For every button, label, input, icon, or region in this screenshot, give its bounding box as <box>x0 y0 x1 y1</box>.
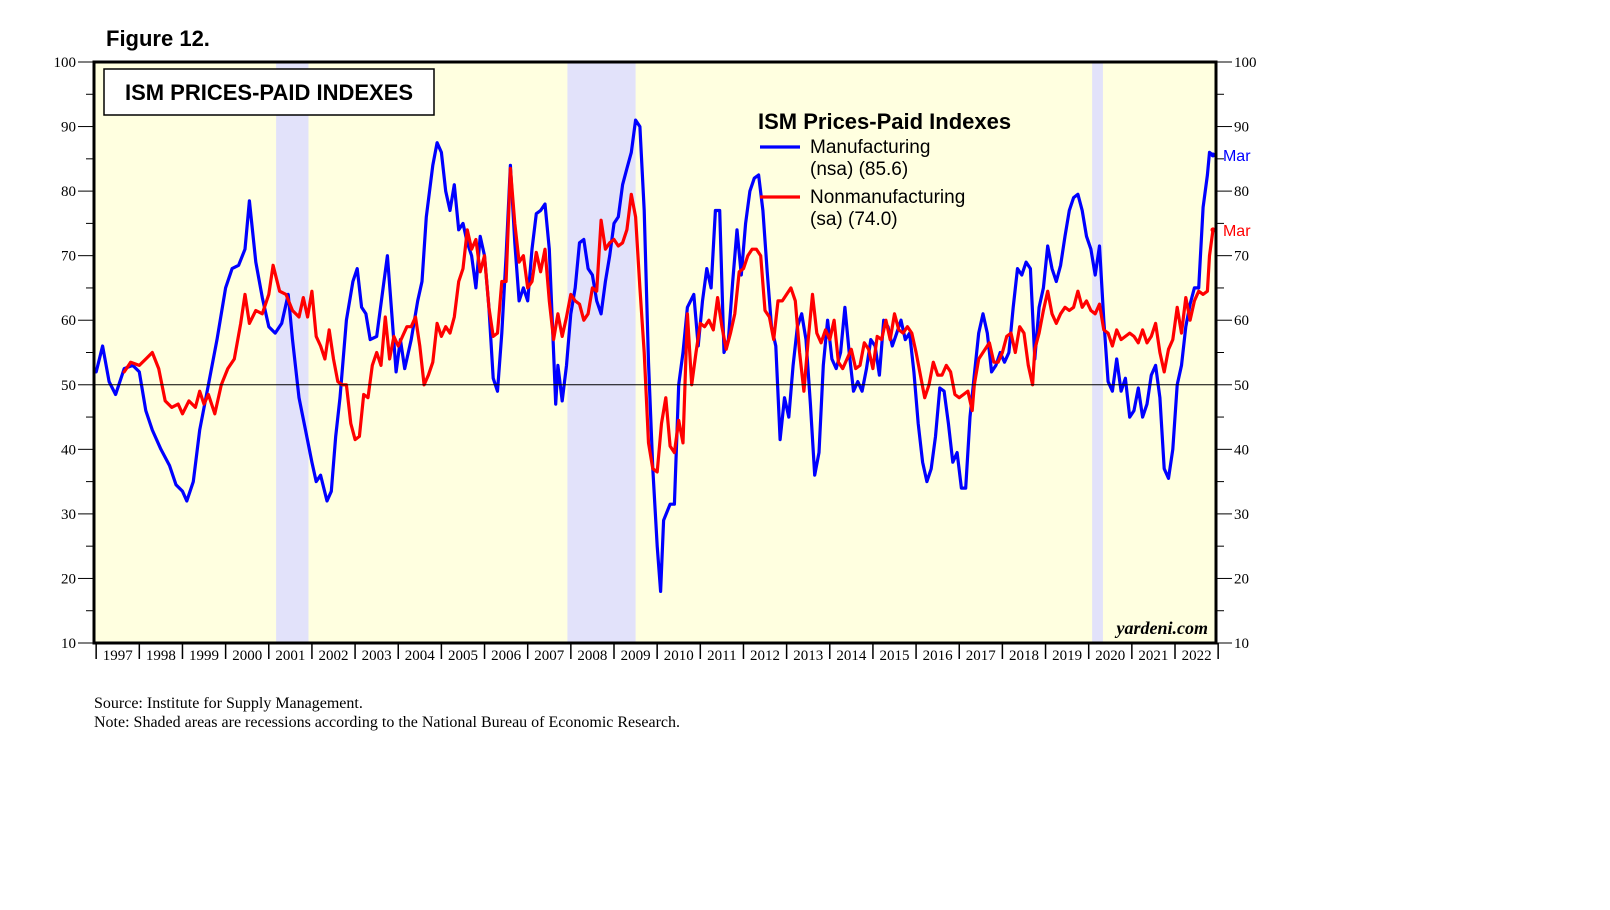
recession-band-3 <box>1092 62 1103 643</box>
x-tick-label: 2007 <box>534 648 565 664</box>
y-tick-label-right: 50 <box>1234 378 1249 394</box>
x-tick-label: 2001 <box>275 648 305 664</box>
x-tick-label: 2018 <box>1009 648 1039 664</box>
recession-band-1 <box>276 62 309 643</box>
y-tick-label-right: 70 <box>1234 249 1249 265</box>
series-end-label-nonmanufacturing: Mar <box>1223 223 1251 240</box>
x-tick-label: 2010 <box>664 648 694 664</box>
x-tick-label: 2012 <box>750 648 780 664</box>
x-tick-label: 2021 <box>1138 648 1168 664</box>
y-tick-label-left: 100 <box>54 55 77 71</box>
x-tick-label: 1998 <box>146 648 176 664</box>
x-tick-label: 2006 <box>491 648 522 664</box>
y-tick-label-left: 80 <box>61 184 76 200</box>
plot-background-layer <box>94 62 1216 643</box>
recession-band-2 <box>567 62 636 643</box>
y-tick-label-right: 20 <box>1234 571 1249 587</box>
x-tick-label: 2003 <box>362 648 392 664</box>
legend-title: ISM Prices-Paid Indexes <box>758 109 1011 134</box>
y-tick-label-right: 80 <box>1234 184 1249 200</box>
y-tick-label-left: 40 <box>61 442 76 458</box>
series-end-label-manufacturing: Mar <box>1223 148 1251 165</box>
x-tick-label: 2019 <box>1052 648 1082 664</box>
y-tick-label-right: 100 <box>1234 55 1257 71</box>
axis-layer <box>78 60 1232 659</box>
figure-label: Figure 12. <box>106 26 210 51</box>
x-tick-label: 2008 <box>577 648 607 664</box>
y-tick-label-right: 30 <box>1234 507 1249 523</box>
y-tick-label-left: 20 <box>61 571 76 587</box>
x-tick-label: 2011 <box>707 648 736 664</box>
y-tick-label-right: 40 <box>1234 442 1249 458</box>
chart-title-box <box>103 68 435 116</box>
x-tick-label: 2002 <box>319 648 349 664</box>
legend-sublabel-nonmanufacturing: (sa) (74.0) <box>810 209 898 230</box>
y-tick-label-left: 50 <box>61 378 76 394</box>
y-tick-label-right: 10 <box>1234 636 1249 652</box>
series-end-marker-nonmanufacturing <box>1210 227 1216 233</box>
text-layer: Mar Mar 10 20 30 40 50 60 70 80 90 100 10 20 30 40 50 60 7… <box>54 55 1257 664</box>
x-tick-label: 2009 <box>621 648 651 664</box>
x-tick-label: 2005 <box>448 648 478 664</box>
watermark: yardeni.com <box>1115 618 1209 638</box>
series-layer <box>94 118 1216 593</box>
series-line-manufacturing <box>94 118 1215 593</box>
x-tick-label: 2016 <box>923 648 954 664</box>
y-tick-label-right: 60 <box>1234 313 1249 329</box>
y-tick-label-right: 90 <box>1234 120 1249 136</box>
x-tick-label: 2020 <box>1095 648 1125 664</box>
x-tick-label: 2022 <box>1182 648 1212 664</box>
series-line-nonmanufacturing <box>122 166 1215 474</box>
x-tick-label: 1999 <box>189 648 219 664</box>
legend-label-manufacturing: Manufacturing <box>810 137 930 158</box>
legend-sublabel-manufacturing: (nsa) (85.6) <box>810 159 908 180</box>
y-tick-label-left: 60 <box>61 313 76 329</box>
x-tick-label: 2013 <box>793 648 823 664</box>
y-tick-label-left: 90 <box>61 120 76 136</box>
y-tick-label-left: 10 <box>61 636 76 652</box>
shading-note: Note: Shaded areas are recessions accord… <box>94 714 680 731</box>
legend-label-nonmanufacturing: Nonmanufacturing <box>810 187 965 208</box>
x-tick-label: 2004 <box>405 648 436 664</box>
x-tick-label: 2014 <box>836 648 867 664</box>
x-tick-label: 2000 <box>232 648 262 664</box>
source-note: Source: Institute for Supply Management. <box>94 695 363 712</box>
chart-title: ISM PRICES-PAID INDEXES <box>125 80 413 105</box>
x-tick-label: 2015 <box>880 648 910 664</box>
recession-layer <box>276 62 1103 643</box>
y-tick-label-left: 70 <box>61 249 76 265</box>
plot-area <box>94 62 1216 643</box>
y-tick-label-left: 30 <box>61 507 76 523</box>
x-tick-label: 1997 <box>103 648 134 664</box>
x-tick-label: 2017 <box>966 648 997 664</box>
series-end-marker-manufacturing <box>1210 152 1216 158</box>
